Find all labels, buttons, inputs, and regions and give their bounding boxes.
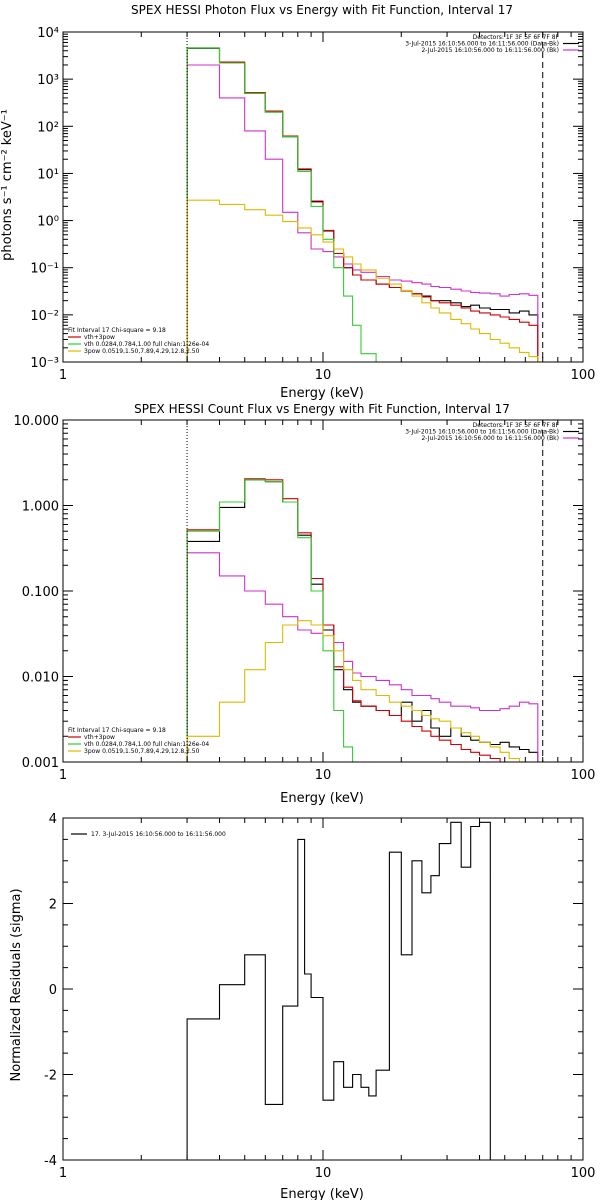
plot-frame — [62, 31, 584, 363]
legend-entry: 3pow 0.0519,1.50,7.89,4.29,12.8,2.50 — [84, 748, 200, 755]
x-tick-label: 10 — [315, 368, 332, 383]
legend-entry: Fit Interval 17 Chi-square = 9.18 — [68, 727, 166, 734]
series-3-line — [186, 479, 354, 762]
legend-entry: vth+3pow — [84, 734, 115, 741]
y-tick-label: 0.100 — [22, 585, 59, 600]
series-layer — [186, 47, 549, 362]
legend-entry: Fit Interval 17 Chi-square = 9.18 — [68, 327, 166, 334]
legend-entry: 2-Jul-2015 16:10:56.000 to 16:11:56.000 … — [421, 47, 559, 54]
y-tick-label: -4 — [44, 1154, 57, 1169]
legend-entry: vth+3pow — [84, 334, 115, 341]
y-tick-label: 10.000 — [14, 414, 60, 429]
x-tick-label: 1 — [59, 768, 67, 783]
series-4-line — [186, 199, 549, 362]
series-4-line — [186, 620, 521, 762]
y-tick-label: 1.000 — [22, 500, 59, 515]
residuals-ylabel: Normalized Residuals (sigma) — [9, 888, 24, 1081]
x-tick-label: 10 — [315, 1166, 332, 1181]
y-tick-label: 10⁻¹ — [30, 262, 59, 277]
count-flux-title: SPEX HESSI Count Flux vs Energy with Fit… — [134, 402, 510, 416]
photon-flux-title: SPEX HESSI Photon Flux vs Energy with Fi… — [131, 3, 513, 17]
y-tick-label: 0.010 — [22, 671, 59, 686]
y-tick-label: 4 — [49, 812, 57, 827]
y-tick-label: 10¹ — [37, 167, 59, 182]
y-tick-label: 0.001 — [22, 756, 59, 771]
count-flux-xlabel: Energy (keV) — [280, 791, 364, 806]
legend-entry: 3-Jul-2015 16:10:56.000 to 16:11:56.000 … — [405, 41, 559, 48]
legend-entry: Detectors: 1F 3F 5F 6F 7F 8F — [473, 422, 560, 429]
legend-entry: 2-Jul-2015 16:10:56.000 to 16:11:56.000 … — [421, 435, 559, 442]
series-1-line — [186, 552, 539, 762]
y-tick-label: 10⁻³ — [30, 356, 59, 371]
x-tick-label: 10 — [315, 768, 332, 783]
legend-entry: 3-Jul-2015 16:10:56.000 to 16:11:56.000 … — [405, 429, 559, 436]
y-tick-label: 10⁰ — [37, 215, 59, 230]
residuals-panel: 1 10 100 -4 -2 0 2 4 17. 3-Jul-2015 16:10:56.000… — [9, 812, 595, 1200]
photon-flux-xlabel: Energy (keV) — [280, 386, 364, 401]
series-0-line — [186, 821, 491, 1160]
count-flux-plot: 1 10 100 0.001 0.010 0.100 1.000 10.000 Detector… — [14, 414, 596, 783]
series-layer — [186, 821, 491, 1160]
y-tick-label: 10² — [37, 120, 59, 135]
x-tick-label: 100 — [571, 368, 596, 383]
legend-entry: 3pow 0.0519,1.50,7.89,4.29,12.8,2.50 — [84, 348, 200, 355]
photon-flux-panel: SPEX HESSI Photon Flux vs Energy with Fi… — [0, 3, 595, 401]
series-1-line — [186, 64, 539, 362]
residuals-plot: 1 10 100 -4 -2 0 2 4 17. 3-Jul-2015 16:10:56.000… — [44, 812, 595, 1181]
y-tick-label: 10³ — [37, 73, 59, 88]
count-flux-panel: SPEX HESSI Count Flux vs Energy with Fit… — [14, 402, 596, 806]
x-tick-label: 1 — [59, 368, 67, 383]
legend-entry: vth 0.0284,0.784,1.00 full chian:1.26e-0… — [84, 341, 209, 348]
legend-entry: Detectors: 1F 3F 5F 6F 7F 8F — [473, 34, 560, 41]
residuals-xlabel: Energy (keV) — [280, 1187, 364, 1200]
x-tick-label: 100 — [571, 1166, 596, 1181]
y-tick-label: 0 — [49, 983, 57, 998]
photon-flux-ylabel: photons s⁻¹ cm⁻² keV⁻¹ — [0, 109, 15, 261]
photon-flux-plot: 1 10 100 10⁻³ 10⁻² 10⁻¹ 10⁰ 10¹ 10² 10³ 10⁴ Detecto… — [30, 26, 595, 383]
plot-frame — [62, 817, 584, 1161]
x-tick-label: 100 — [571, 768, 596, 783]
y-tick-label: 2 — [49, 898, 57, 913]
series-0-line — [186, 479, 539, 762]
y-tick-label: 10⁻² — [30, 309, 59, 324]
legend-entry: vth 0.0284,0.784,1.00 full chian:1.26e-0… — [84, 741, 209, 748]
legend-entry: 17. 3-Jul-2015 16:10:56.000 to 16:11:56.… — [91, 831, 226, 838]
y-tick-label: -2 — [44, 1069, 57, 1084]
series-layer — [186, 478, 539, 762]
x-tick-label: 1 — [59, 1166, 67, 1181]
series-3-line — [186, 47, 377, 362]
y-tick-label: 10⁴ — [37, 26, 59, 41]
